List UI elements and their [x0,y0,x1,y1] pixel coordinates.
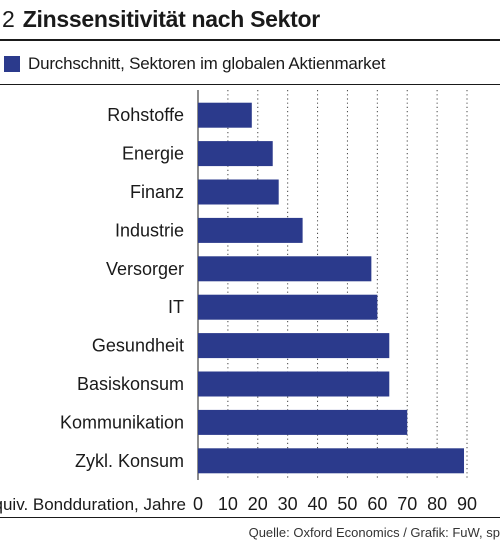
category-label: Zykl. Konsum [75,451,184,471]
x-tick-label: 50 [337,494,357,514]
category-label: Rohstoffe [107,105,184,125]
x-tick-label: 40 [308,494,328,514]
x-tick-label: 90 [457,494,477,514]
x-tick-label: 20 [248,494,268,514]
bar [198,217,303,243]
category-label: Finanz [130,182,184,202]
source-note: Quelle: Oxford Economics / Grafik: FuW, … [248,525,500,540]
bar [198,409,408,435]
bar [198,102,252,128]
category-label: Versorger [106,259,184,279]
bar [198,179,279,205]
category-label: IT [168,297,184,317]
x-tick-label: 0 [193,494,203,514]
legend: Durchschnitt, Sektoren im globalen Aktie… [4,52,385,76]
chart-title: Zinssensitivität nach Sektor [22,5,320,32]
category-label: Energie [122,144,184,164]
x-tick-label: 60 [367,494,387,514]
x-tick-label: 70 [397,494,417,514]
category-label: Basiskonsum [77,374,184,394]
category-label: Gesundheit [92,336,184,356]
category-label: Kommunikation [60,412,184,432]
x-tick-label: 80 [427,494,447,514]
legend-label: Durchschnitt, Sektoren im globalen Aktie… [28,54,386,73]
bar [198,448,465,474]
legend-swatch [4,56,20,72]
figure-number: 2 [2,5,15,32]
bar [198,333,390,359]
x-axis-label: äquiv. Bondduration, Jahre [0,495,186,514]
header-rule [0,39,500,41]
bar [198,294,378,320]
category-label: Industrie [115,220,184,240]
bar [198,141,273,167]
chart-header: 2 Zinssensitivität nach Sektor [0,0,500,38]
x-tick-label: 10 [218,494,238,514]
bar [198,256,372,282]
x-tick-label: 30 [278,494,298,514]
legend-rule [0,84,500,85]
bar [198,371,390,397]
footer-rule [0,517,500,518]
